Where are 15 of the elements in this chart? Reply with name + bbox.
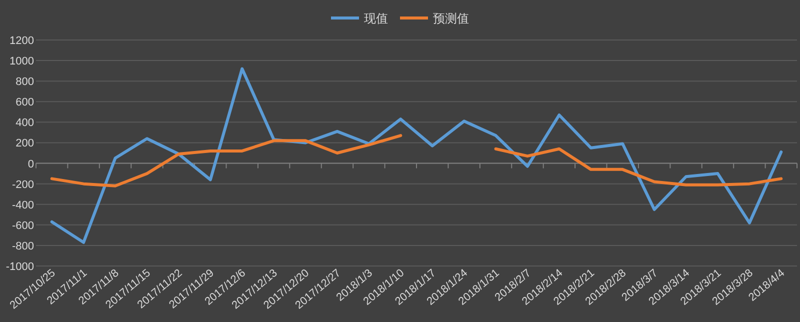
y-tick-label: 200 (16, 138, 34, 150)
y-tick-label: 1200 (10, 35, 34, 47)
y-tick-label: 1000 (10, 56, 34, 68)
y-tick-label: -600 (12, 220, 34, 232)
y-tick-label: -800 (12, 240, 34, 252)
y-tick-label: 0 (28, 158, 34, 170)
y-tick-label: 400 (16, 117, 34, 130)
y-tick-label: -400 (12, 199, 34, 212)
line-series (50, 67, 783, 244)
legend-label: 现值 (364, 12, 388, 26)
y-tick-label: -1000 (6, 261, 34, 273)
y-tick-label: 800 (16, 76, 34, 88)
y-tick-label: 600 (16, 96, 34, 109)
legend-label: 预测值 (433, 12, 469, 26)
y-tick-label: -200 (12, 178, 34, 191)
